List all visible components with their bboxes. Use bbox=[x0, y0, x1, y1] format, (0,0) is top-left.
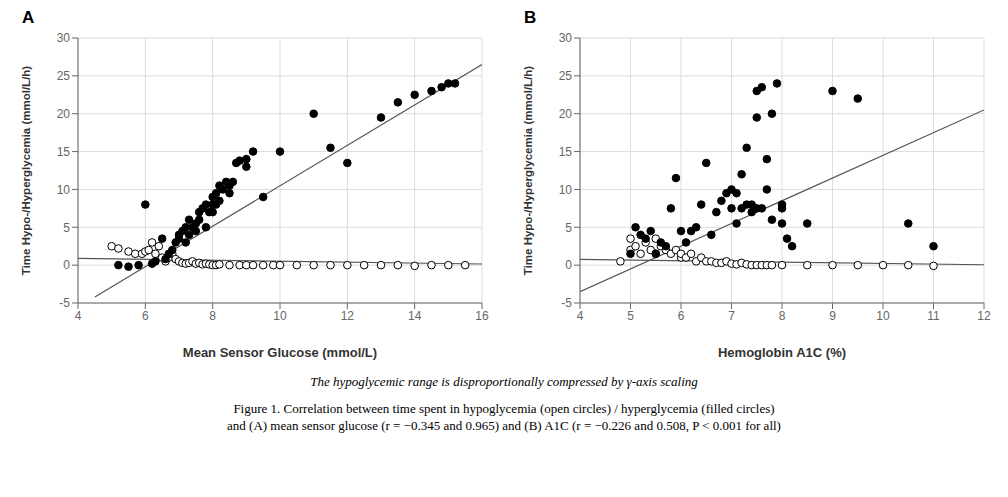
svg-text:Time Hypo-/Hyperglycemia (mmol: Time Hypo-/Hyperglycemia (mmol/L/h) bbox=[20, 66, 32, 276]
svg-text:20: 20 bbox=[559, 107, 573, 121]
svg-text:-5: -5 bbox=[561, 296, 572, 310]
svg-text:25: 25 bbox=[57, 69, 71, 83]
svg-text:25: 25 bbox=[559, 69, 573, 83]
svg-text:0: 0 bbox=[565, 258, 572, 272]
svg-text:5: 5 bbox=[627, 309, 634, 323]
svg-text:10: 10 bbox=[273, 309, 287, 323]
svg-text:6: 6 bbox=[678, 309, 685, 323]
svg-text:8: 8 bbox=[209, 309, 216, 323]
svg-text:11: 11 bbox=[927, 309, 940, 323]
html-text:The hypoglycemic range is disp: The hypoglycemic range is disproportiona… bbox=[310, 374, 698, 389]
svg-text:30: 30 bbox=[57, 31, 71, 45]
svg-text:12: 12 bbox=[977, 309, 991, 323]
svg-text:Mean Sensor Glucose (mmol/L): Mean Sensor Glucose (mmol/L) bbox=[183, 345, 377, 360]
svg-text:Hemoglobin A1C (%): Hemoglobin A1C (%) bbox=[718, 345, 846, 360]
html-text:Figure 1. Correlation between: Figure 1. Correlation between time spent… bbox=[233, 401, 775, 416]
svg-text:-5: -5 bbox=[59, 296, 70, 310]
html-text:B: B bbox=[524, 8, 537, 27]
svg-text:4: 4 bbox=[75, 309, 82, 323]
svg-text:4: 4 bbox=[577, 309, 584, 323]
svg-text:10: 10 bbox=[876, 309, 890, 323]
svg-text:15: 15 bbox=[57, 145, 71, 159]
svg-text:14: 14 bbox=[408, 309, 422, 323]
svg-text:7: 7 bbox=[728, 309, 735, 323]
svg-text:6: 6 bbox=[142, 309, 149, 323]
svg-text:10: 10 bbox=[559, 183, 573, 197]
svg-text:0: 0 bbox=[63, 258, 70, 272]
svg-text:30: 30 bbox=[559, 31, 573, 45]
svg-text:5: 5 bbox=[565, 221, 572, 235]
html-text:and (A) mean sensor glucose (r: and (A) mean sensor glucose (r = −0.345 … bbox=[227, 418, 781, 433]
svg-text:12: 12 bbox=[341, 309, 355, 323]
svg-text:15: 15 bbox=[559, 145, 573, 159]
svg-text:20: 20 bbox=[57, 107, 71, 121]
svg-text:5: 5 bbox=[63, 221, 70, 235]
svg-text:9: 9 bbox=[829, 309, 836, 323]
svg-text:8: 8 bbox=[779, 309, 786, 323]
svg-text:Time Hypo-/Hyperglycemia (mmol: Time Hypo-/Hyperglycemia (mmol/L/h) bbox=[522, 66, 534, 276]
svg-text:10: 10 bbox=[57, 183, 71, 197]
html-text:A: A bbox=[22, 8, 35, 27]
svg-text:16: 16 bbox=[475, 309, 489, 323]
